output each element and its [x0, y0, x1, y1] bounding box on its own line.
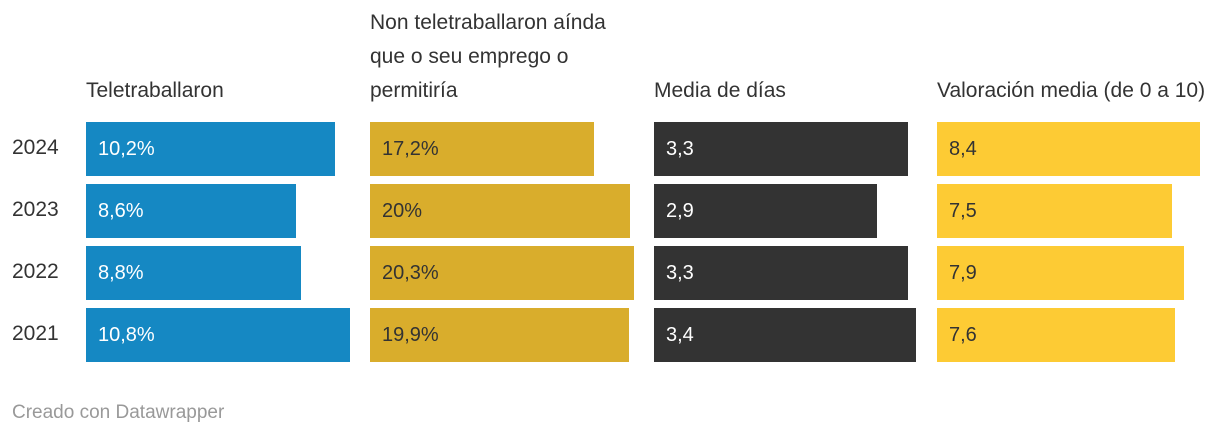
bar-4-2023: 7,5 [937, 184, 1172, 238]
bar-value-label: 8,6% [98, 199, 144, 222]
bar-1-2022: 8,8% [86, 246, 301, 300]
bar-3-2021: 3,4 [654, 308, 916, 362]
bar-value-label: 19,9% [382, 323, 439, 346]
bar-value-label: 20% [382, 199, 423, 222]
bar-1-2024: 10,2% [86, 122, 335, 176]
bar-value-label: 20,3% [382, 261, 439, 284]
column-header-label: Teletraballaron [86, 79, 224, 102]
bar-2-2022: 20,3% [370, 246, 634, 300]
bar-2-2023: 20% [370, 184, 630, 238]
year-label-2022: 2022 [12, 260, 59, 283]
column-header-4: Valoración media (de 0 a 10) [937, 0, 1207, 108]
column-header-label: Valoración media (de 0 a 10) [937, 79, 1206, 102]
column-header-2: Non teletraballaron aínda que o seu empr… [370, 0, 640, 108]
bar-value-label: 10,2% [98, 137, 155, 160]
bar-value-label: 3,3 [666, 261, 694, 284]
credit-footer: Creado con Datawrapper [12, 402, 225, 423]
bar-2-2024: 17,2% [370, 122, 594, 176]
column-header-label: Media de días [654, 79, 786, 102]
column-header-label: Non teletraballaron aínda que o seu empr… [370, 11, 606, 102]
year-label-2021: 2021 [12, 322, 59, 345]
year-label-2023: 2023 [12, 198, 59, 221]
bar-4-2021: 7,6 [937, 308, 1175, 362]
bar-value-label: 2,9 [666, 199, 694, 222]
bar-3-2023: 2,9 [654, 184, 877, 238]
bar-value-label: 3,4 [666, 323, 694, 346]
bar-value-label: 17,2% [382, 137, 439, 160]
bar-value-label: 8,8% [98, 261, 144, 284]
bar-3-2022: 3,3 [654, 246, 908, 300]
bar-value-label: 7,9 [949, 261, 977, 284]
bar-value-label: 7,5 [949, 199, 977, 222]
year-label-2024: 2024 [12, 136, 59, 159]
bar-value-label: 8,4 [949, 137, 977, 160]
bar-3-2024: 3,3 [654, 122, 908, 176]
bar-value-label: 3,3 [666, 137, 694, 160]
column-header-3: Media de días [654, 0, 916, 108]
bar-4-2024: 8,4 [937, 122, 1200, 176]
bar-2-2021: 19,9% [370, 308, 629, 362]
bar-1-2023: 8,6% [86, 184, 296, 238]
bar-value-label: 10,8% [98, 323, 155, 346]
bar-4-2022: 7,9 [937, 246, 1184, 300]
bar-1-2021: 10,8% [86, 308, 350, 362]
bar-value-label: 7,6 [949, 323, 977, 346]
column-header-1: Teletraballaron [86, 0, 348, 108]
